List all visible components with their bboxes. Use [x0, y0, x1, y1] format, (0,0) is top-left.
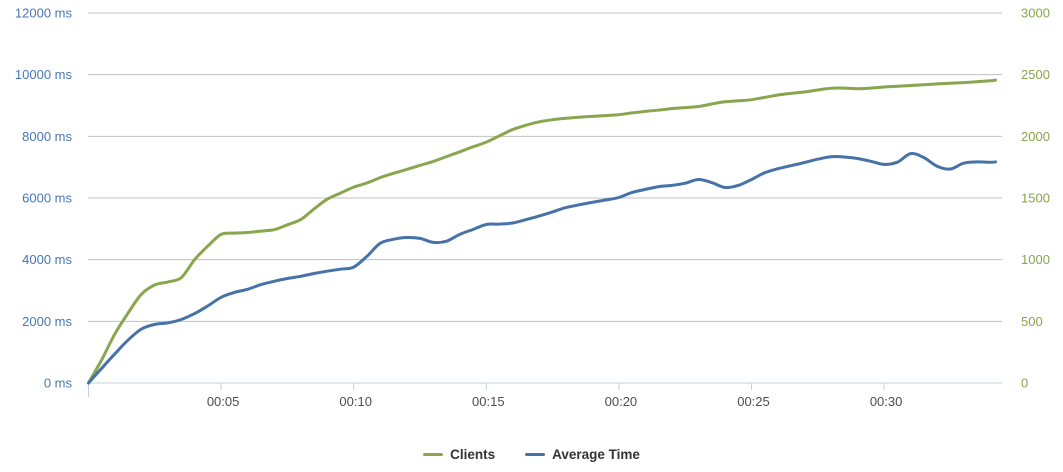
legend-item-average-time[interactable]: Average Time — [525, 447, 640, 462]
y-axis-right-label: 3000 — [1021, 6, 1050, 21]
y-axis-left-label: 0 ms — [44, 376, 73, 391]
y-axis-left-label: 8000 ms — [22, 129, 72, 144]
y-axis-left-label: 12000 ms — [15, 6, 73, 21]
legend-label-clients: Clients — [450, 446, 496, 462]
y-axis-right-label: 2500 — [1021, 67, 1050, 82]
y-axis-left-label: 6000 ms — [22, 191, 72, 206]
x-axis-label: 00:10 — [339, 394, 372, 409]
legend: Clients Average Time — [0, 440, 1063, 468]
x-axis-label: 00:25 — [737, 394, 770, 409]
y-axis-right-label: 1000 — [1021, 252, 1050, 267]
legend-item-clients[interactable]: Clients — [423, 447, 495, 462]
y-axis-right-label: 2000 — [1021, 129, 1050, 144]
y-axis-left-label: 10000 ms — [15, 67, 73, 82]
clients-line-marker — [423, 452, 444, 456]
series-line-clients[interactable] — [87, 78, 997, 385]
y-axis-right-label: 0 — [1021, 376, 1028, 391]
legend-label-average-time: Average Time — [552, 446, 640, 462]
average-time-line-marker — [525, 452, 546, 456]
x-axis-label: 00:30 — [870, 394, 903, 409]
x-axis-label: 00:20 — [605, 394, 638, 409]
y-axis-right-label: 1500 — [1021, 191, 1050, 206]
y-axis-right-label: 500 — [1021, 314, 1043, 329]
x-axis-label: 00:05 — [207, 394, 240, 409]
y-axis-left-label: 2000 ms — [22, 314, 72, 329]
y-axis-left-label: 4000 ms — [22, 252, 72, 267]
x-axis-label: 00:15 — [472, 394, 505, 409]
series-line-average-time[interactable] — [87, 151, 997, 385]
